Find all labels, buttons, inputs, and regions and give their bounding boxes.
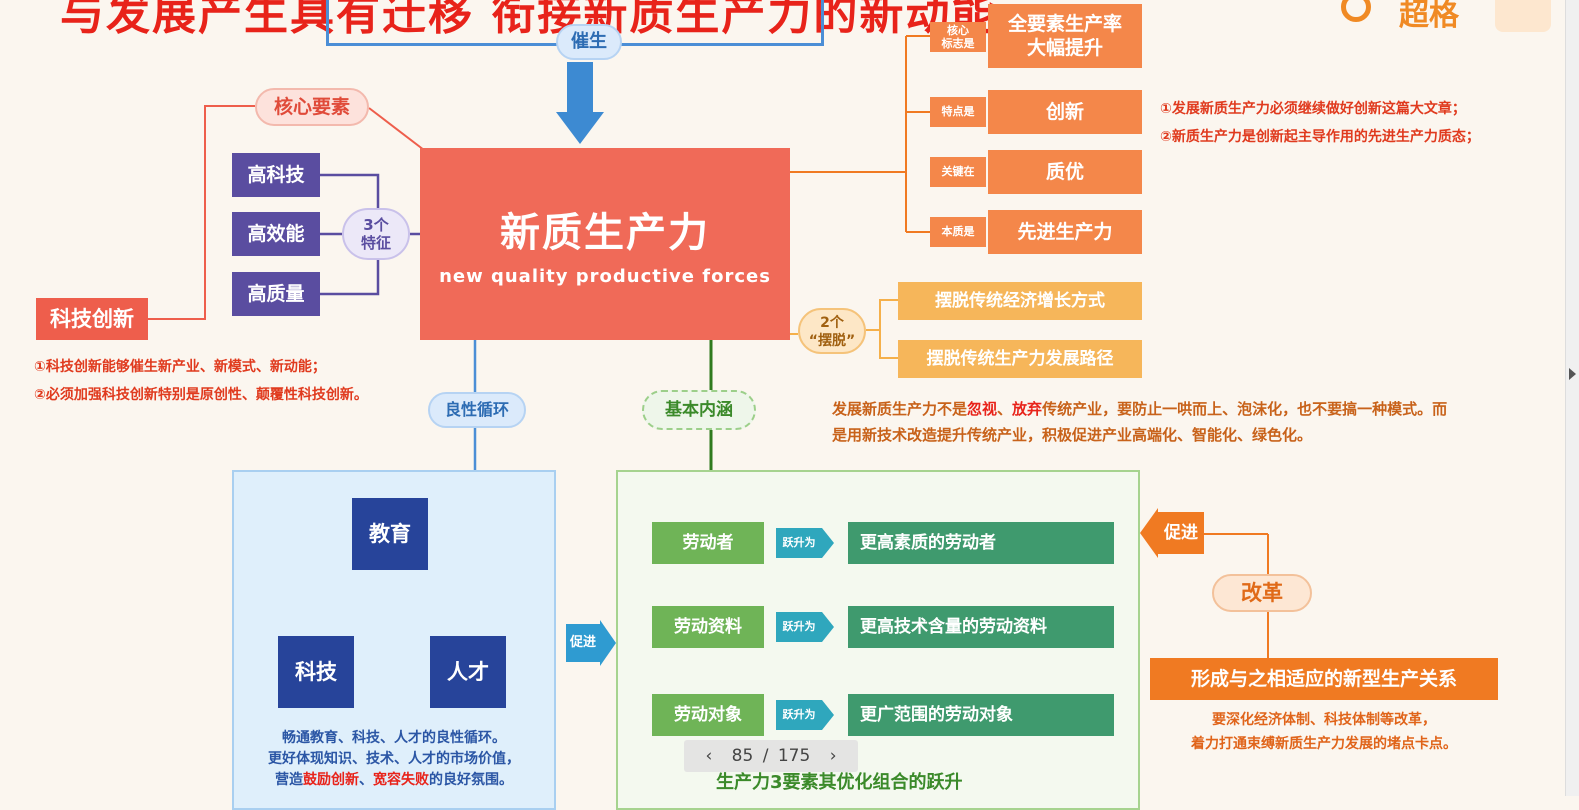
page-title: 与发展产生具有迁移 衔接新质生产力的新动能 xyxy=(60,0,998,40)
feature-high-efficiency: 高效能 xyxy=(232,212,320,256)
virtuous-cycle-label: 良性循环 xyxy=(428,392,526,428)
feature-high-tech: 高科技 xyxy=(232,153,320,197)
left-arrowhead-icon xyxy=(1140,508,1158,558)
catalyze-label: 催生 xyxy=(556,24,622,60)
tag-feature: 特点是 xyxy=(930,97,986,127)
node-tech: 科技 xyxy=(278,636,354,708)
item-advanced-productivity: 先进生产力 xyxy=(988,210,1142,254)
reform-note: 要深化经济体制、科技体制等改革， 着力打通束缚新质生产力发展的堵点卡点。 xyxy=(1191,712,1457,752)
tag-core-symbol: 核心 标志是 xyxy=(930,22,986,52)
leap-arrow-1: 跃升为 xyxy=(776,528,822,558)
tech-innovation-node: 科技创新 xyxy=(36,298,148,340)
item-tfp: 全要素生产率 大幅提升 xyxy=(988,4,1142,68)
core-title-en: new quality productive forces xyxy=(439,266,771,287)
core-node: 新质生产力 new quality productive forces xyxy=(420,148,790,340)
page-separator: / xyxy=(762,746,769,766)
element-means-of-labor: 劳动资料 xyxy=(652,606,764,648)
prev-page-icon[interactable]: ‹ xyxy=(705,746,713,766)
features-count-label: 3个 特征 xyxy=(342,208,410,260)
basic-connotation-label: 基本内涵 xyxy=(642,390,756,430)
promote-arrow-label: 促进 xyxy=(566,624,600,662)
item-innovation: 创新 xyxy=(988,90,1142,134)
tag-key: 关键在 xyxy=(930,157,986,187)
node-education: 教育 xyxy=(352,498,428,570)
top-right-decoration xyxy=(1495,0,1551,32)
reform-label: 改革 xyxy=(1212,574,1312,612)
brand-name: 超格 xyxy=(1399,0,1459,33)
page-navigator: ‹ 85 / 175 › xyxy=(684,740,858,772)
innovation-note-1: ①发展新质生产力必须继续做好创新这篇大文章； xyxy=(1160,101,1466,117)
item-quality: 质优 xyxy=(988,150,1142,194)
reform-promote-label: 促进 xyxy=(1158,512,1204,554)
breakaway-productivity-path: 摆脱传统生产力发展路径 xyxy=(898,340,1142,378)
scroll-arrow-icon[interactable] xyxy=(1569,368,1576,380)
leap-arrow-3: 跃升为 xyxy=(776,700,822,730)
next-page-icon[interactable]: › xyxy=(829,746,837,766)
cycle-description: 畅通教育、科技、人才的良性循环。 更好体现知识、技术、人才的市场价值， 营造鼓励… xyxy=(268,730,520,788)
total-pages: 175 xyxy=(777,746,811,766)
bottom-caption: 生产力3要素其优化组合的跃升 xyxy=(716,772,963,793)
vertical-scrollbar[interactable] xyxy=(1565,0,1579,796)
core-element-label: 核心要素 xyxy=(255,88,369,126)
element-laborer-upgraded: 更高素质的劳动者 xyxy=(848,522,1114,564)
tech-note-2: ②必须加强科技创新特别是原创性、颠覆性科技创新。 xyxy=(34,387,368,403)
leap-arrowhead-icon xyxy=(822,528,834,558)
innovation-note-2: ②新质生产力是创新起主导作用的先进生产力质态； xyxy=(1160,129,1480,145)
element-laborer: 劳动者 xyxy=(652,522,764,564)
current-page: 85 xyxy=(731,746,754,766)
element-object-of-labor: 劳动对象 xyxy=(652,694,764,736)
two-breakaways-label: 2个 “摆脱” xyxy=(798,308,866,354)
tag-essence: 本质是 xyxy=(930,217,986,247)
right-arrowhead-icon xyxy=(600,620,616,666)
development-note: 发展新质生产力不是忽视、放弃传统产业，要防止一哄而上、泡沫化，也不要搞一种模式。… xyxy=(832,400,1448,444)
leap-arrow-2: 跃升为 xyxy=(776,612,822,642)
down-arrow-icon xyxy=(567,62,593,114)
new-relations-node: 形成与之相适应的新型生产关系 xyxy=(1150,658,1498,700)
tech-note-1: ①科技创新能够催生新产业、新模式、新动能； xyxy=(34,359,326,375)
leap-arrowhead-icon xyxy=(822,700,834,730)
element-object-upgraded: 更广范围的劳动对象 xyxy=(848,694,1114,736)
down-arrowhead-icon xyxy=(556,112,604,144)
element-means-upgraded: 更高技术含量的劳动资料 xyxy=(848,606,1114,648)
breakaway-growth-mode: 摆脱传统经济增长方式 xyxy=(898,282,1142,320)
brand-logo-icon xyxy=(1341,0,1371,22)
core-title-zh: 新质生产力 xyxy=(500,210,710,256)
feature-high-quality: 高质量 xyxy=(232,272,320,316)
leap-arrowhead-icon xyxy=(822,612,834,642)
node-talent: 人才 xyxy=(430,636,506,708)
